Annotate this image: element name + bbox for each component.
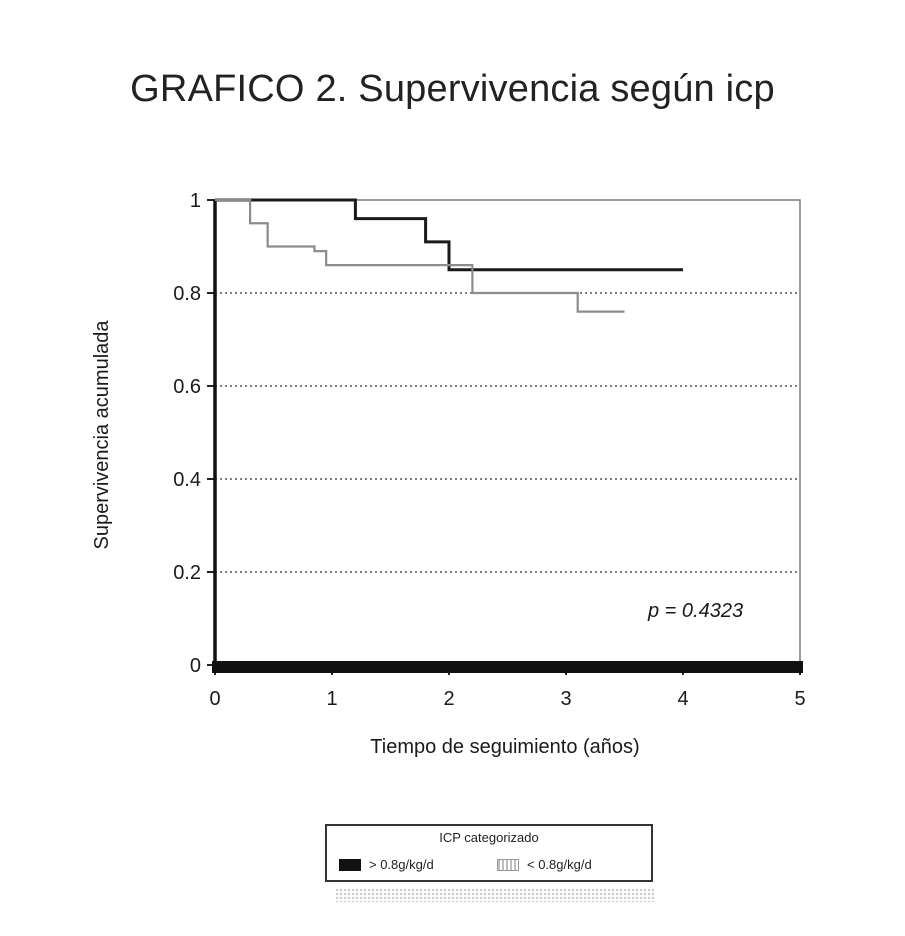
series-lines: [215, 198, 683, 313]
x-axis-line: [212, 661, 803, 673]
y-tick-label-1: 0.2: [173, 562, 201, 584]
legend-swatch-low: [497, 858, 519, 871]
y-axis-label: Supervivencia acumulada: [91, 320, 113, 550]
y-tick-label-4: 0.8: [173, 283, 201, 305]
legend-entry-low: < 0.8g/kg/d: [497, 857, 592, 872]
x-tick-label-1: 1: [326, 688, 337, 710]
y-tick-label-3: 0.6: [173, 376, 201, 398]
p-value-annotation: p = 0.4323: [647, 600, 743, 622]
y-tick-label-5: 1: [190, 190, 201, 212]
x-tick-label-0: 0: [209, 688, 220, 710]
legend-label-low: < 0.8g/kg/d: [527, 857, 592, 872]
series-line-high: [215, 198, 683, 272]
legend-entry-high: > 0.8g/kg/d: [339, 857, 434, 872]
legend: ICP categorizado > 0.8g/kg/d < 0.8g/kg/d: [325, 824, 653, 882]
legend-label-high: > 0.8g/kg/d: [369, 857, 434, 872]
x-tick-label-3: 3: [560, 688, 571, 710]
tick-labels: 0 0.2 0.4 0.6 0.8 1 0 1 2 3 4 5: [173, 190, 805, 710]
series-line-low: [215, 198, 625, 313]
grid-lines: [215, 292, 800, 573]
axes: [207, 199, 803, 675]
legend-shadow: [335, 888, 655, 902]
chart-title: GRAFICO 2. Supervivencia según icp: [130, 68, 775, 110]
x-axis-label: Tiempo de seguimiento (años): [370, 736, 639, 758]
y-tick-label-0: 0: [190, 655, 201, 677]
x-tick-label-5: 5: [794, 688, 805, 710]
legend-title: ICP categorizado: [439, 830, 539, 845]
x-tick-label-2: 2: [443, 688, 454, 710]
x-tick-label-4: 4: [677, 688, 688, 710]
y-tick-label-2: 0.4: [173, 469, 201, 491]
legend-swatch-high: [339, 858, 361, 871]
